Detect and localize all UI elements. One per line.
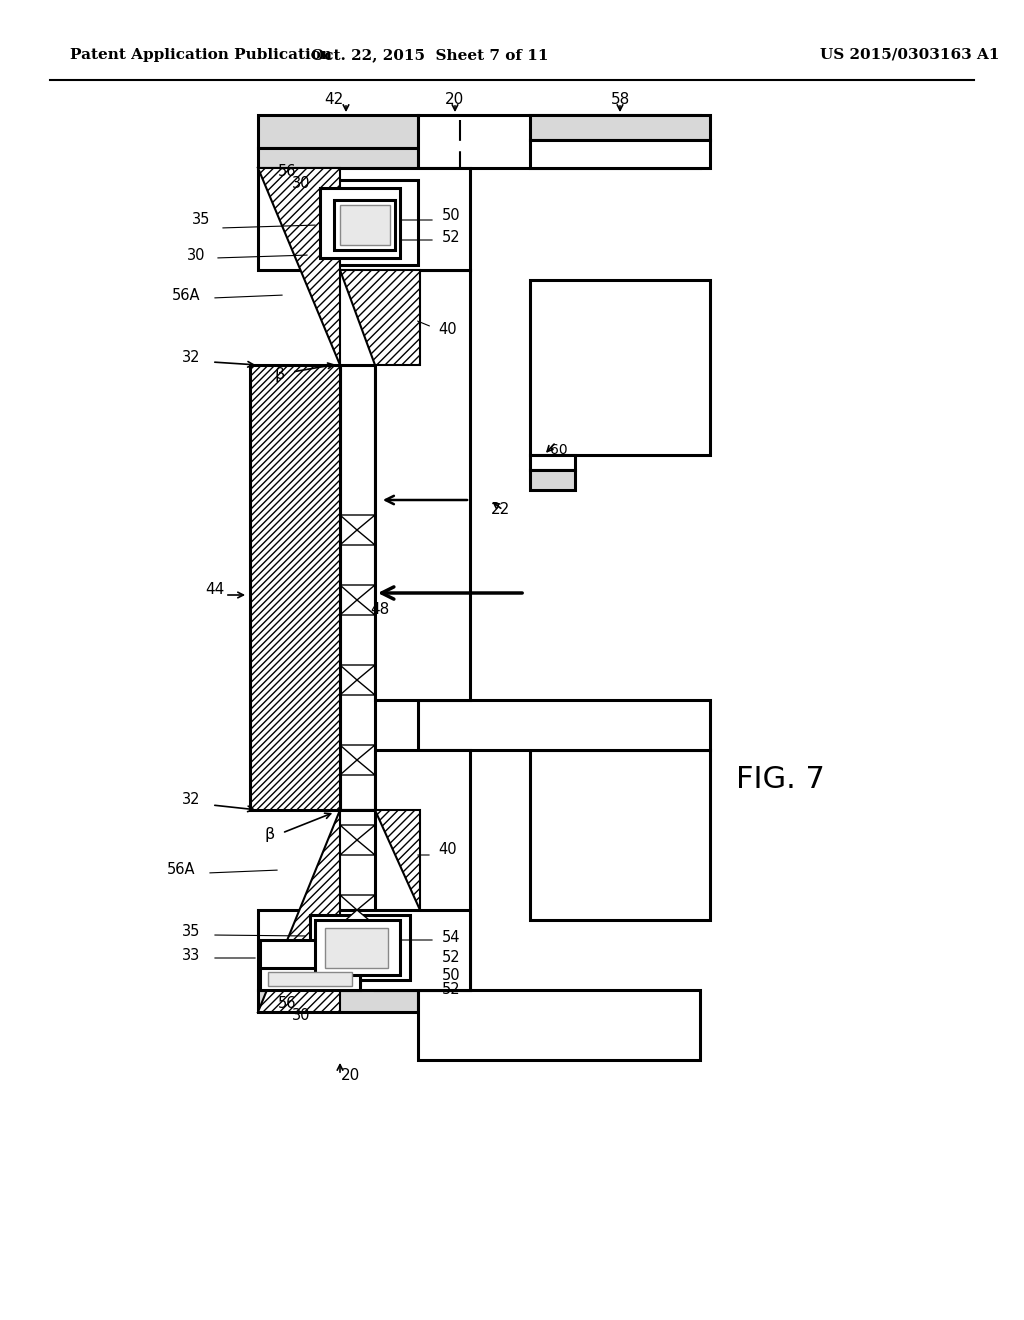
Text: 35: 35 (191, 213, 210, 227)
Bar (258, 148, 418, 168)
Text: 35: 35 (181, 924, 200, 940)
Bar (375, 271, 470, 700)
Text: β: β (274, 367, 285, 383)
Text: 30: 30 (292, 1007, 310, 1023)
Bar (325, 928, 388, 968)
Polygon shape (258, 810, 340, 1012)
Text: FIG. 7: FIG. 7 (735, 766, 824, 795)
Bar (260, 940, 360, 985)
Polygon shape (258, 168, 340, 366)
Bar (530, 455, 575, 470)
Text: 48: 48 (370, 602, 389, 618)
Text: 40: 40 (438, 322, 457, 338)
Bar (530, 750, 710, 920)
Bar (312, 180, 418, 265)
Text: Patent Application Publication: Patent Application Publication (70, 48, 332, 62)
Text: 56A: 56A (171, 288, 200, 302)
Bar (268, 972, 352, 986)
Text: 52: 52 (442, 950, 461, 965)
Text: 60: 60 (550, 444, 567, 457)
Polygon shape (340, 810, 420, 909)
Bar (250, 366, 340, 810)
Polygon shape (340, 271, 420, 366)
Bar (310, 915, 410, 979)
Text: β: β (265, 828, 275, 842)
Bar (530, 280, 710, 455)
Text: 50: 50 (442, 968, 461, 982)
Text: 44: 44 (206, 582, 224, 598)
Text: 50: 50 (442, 207, 461, 223)
Text: 22: 22 (490, 503, 510, 517)
Text: 58: 58 (610, 92, 630, 107)
Text: 20: 20 (340, 1068, 359, 1082)
Bar (340, 366, 375, 810)
Bar (418, 990, 700, 1060)
Text: 54: 54 (442, 931, 461, 945)
Text: 20: 20 (445, 92, 465, 107)
Text: 56A: 56A (167, 862, 195, 878)
Text: 42: 42 (325, 92, 344, 107)
Polygon shape (340, 585, 375, 615)
Polygon shape (340, 515, 375, 545)
Polygon shape (340, 665, 375, 696)
Bar (530, 470, 575, 490)
Text: 30: 30 (292, 176, 310, 190)
Text: 52: 52 (442, 982, 461, 998)
Bar (319, 187, 400, 257)
Polygon shape (340, 744, 375, 775)
Text: US 2015/0303163 A1: US 2015/0303163 A1 (820, 48, 999, 62)
Text: 33: 33 (181, 948, 200, 962)
Bar (340, 205, 390, 246)
Bar (530, 115, 710, 140)
Bar (258, 990, 418, 1012)
Bar (418, 115, 700, 168)
Bar (258, 168, 470, 271)
Text: 56: 56 (278, 165, 297, 180)
Text: 56: 56 (278, 995, 297, 1011)
Text: 32: 32 (181, 792, 200, 808)
Text: Oct. 22, 2015  Sheet 7 of 11: Oct. 22, 2015 Sheet 7 of 11 (311, 48, 549, 62)
Bar (418, 700, 710, 750)
Bar (258, 115, 418, 148)
Bar (530, 140, 710, 168)
Bar (315, 920, 400, 975)
Text: 30: 30 (186, 248, 205, 263)
Text: 40: 40 (438, 842, 457, 858)
Bar (375, 750, 470, 990)
Bar (260, 968, 360, 990)
Text: 52: 52 (442, 230, 461, 244)
Bar (334, 201, 395, 249)
Bar (258, 909, 470, 990)
Text: 32: 32 (181, 350, 200, 364)
Polygon shape (340, 825, 375, 855)
Polygon shape (340, 895, 375, 925)
